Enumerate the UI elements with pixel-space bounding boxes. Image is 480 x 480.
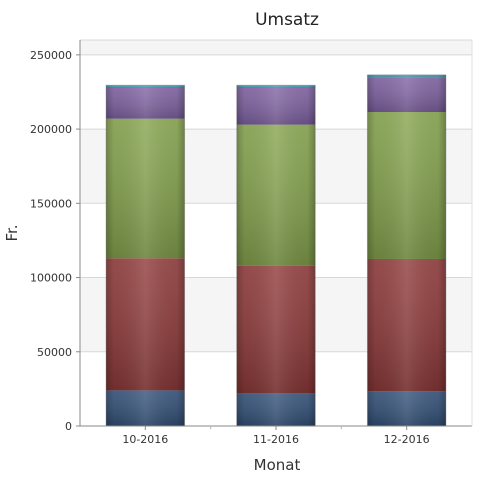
- bar-segment: [367, 77, 446, 113]
- x-tick-label: 11-2016: [253, 433, 299, 446]
- y-tick-label: 100000: [30, 272, 72, 285]
- x-tick-label: 10-2016: [122, 433, 168, 446]
- y-tick-labels: 0 50000 100000 150000 200000 250000: [30, 49, 80, 433]
- bar-segment-shade-h: [367, 391, 446, 426]
- bar-segment-shade-h: [236, 265, 316, 394]
- bar-segment-shade-h: [106, 85, 185, 88]
- bar-segment: [236, 393, 316, 426]
- bar-segment: [236, 265, 316, 394]
- bar-segment: [106, 390, 185, 426]
- bar-segment: [106, 87, 185, 119]
- x-tick-label: 12-2016: [384, 433, 430, 446]
- bar-segment: [106, 258, 185, 391]
- bar-segment-shade-h: [236, 124, 316, 266]
- bar-segment: [367, 258, 446, 392]
- bar-segment-shade-h: [106, 118, 185, 259]
- x-tick-labels: 10-2016 11-2016 12-2016: [122, 426, 430, 446]
- bar-segment: [367, 74, 446, 78]
- bar-segment-shade-h: [367, 112, 446, 259]
- y-tick-label: 200000: [30, 123, 72, 136]
- bar-segment: [367, 391, 446, 426]
- bar-segment: [106, 118, 185, 259]
- bar-segment-shade-h: [236, 87, 316, 125]
- bar-segment-shade-h: [236, 393, 316, 426]
- y-tick-label: 150000: [30, 197, 72, 210]
- y-tick-label: 0: [65, 420, 72, 433]
- bar-segment: [367, 112, 446, 259]
- y-tick-label: 250000: [30, 49, 72, 62]
- x-axis-label: Monat: [254, 456, 301, 474]
- bar-segment: [236, 124, 316, 266]
- bar-segment: [106, 85, 185, 88]
- bar-segment: [236, 85, 316, 88]
- bar-segment-shade-h: [236, 85, 316, 88]
- y-axis-label: Fr.: [3, 224, 21, 241]
- bar-segment-shade-h: [367, 77, 446, 113]
- bar-segment-shade-h: [367, 74, 446, 78]
- bar-segment-shade-h: [106, 258, 185, 391]
- plot-band: [80, 40, 472, 55]
- y-tick-label: 50000: [37, 346, 72, 359]
- bar-segment-shade-h: [367, 258, 446, 392]
- bar-segment: [236, 87, 316, 125]
- bars: [105, 74, 447, 427]
- chart-title: Umsatz: [255, 10, 319, 30]
- bar-segment-shade-h: [106, 87, 185, 119]
- bar-segment-shade-h: [106, 390, 185, 426]
